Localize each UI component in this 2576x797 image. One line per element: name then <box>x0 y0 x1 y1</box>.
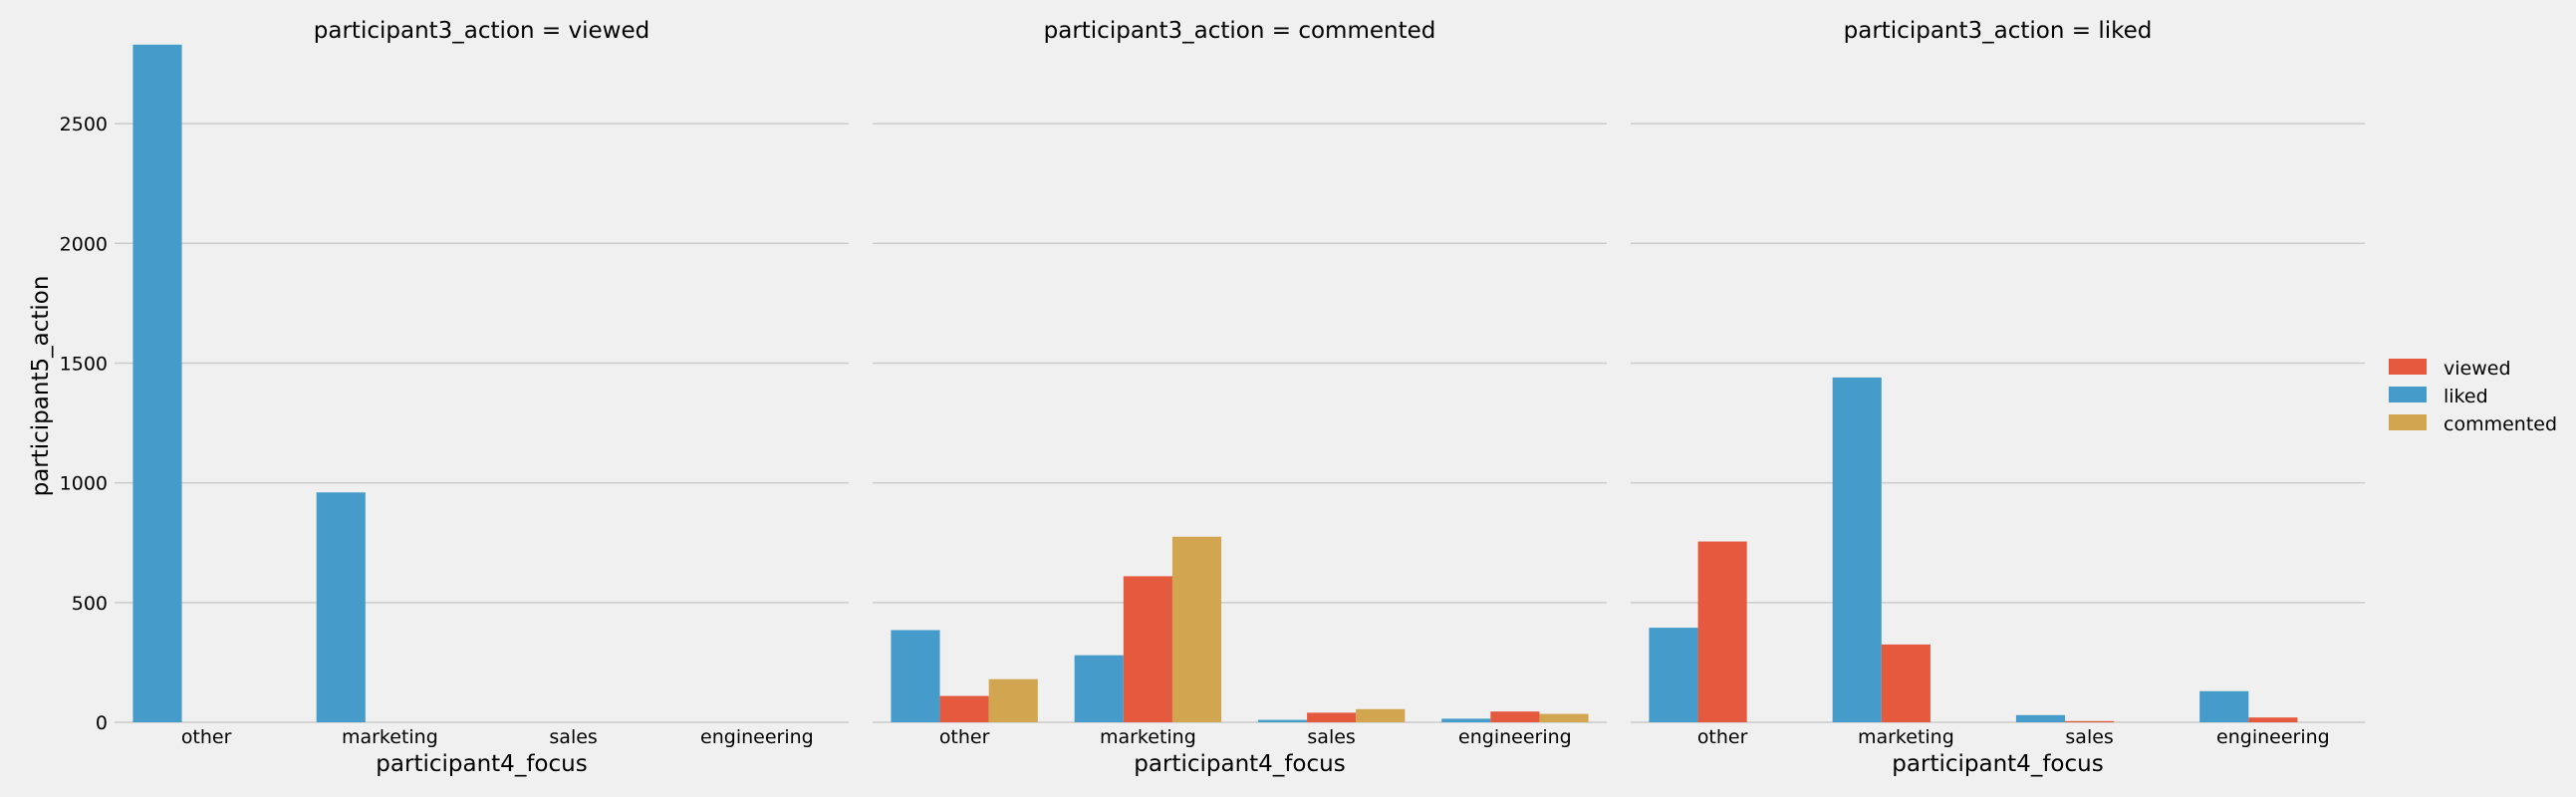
x-axis-label: participant4_focus <box>1134 751 1345 777</box>
bar-commented <box>988 678 1038 722</box>
facet-panel: 0 500 1000 1500 2000 2500 participant3_action … <box>60 18 849 777</box>
bar-viewed <box>939 695 989 722</box>
y-tick-label: 1000 <box>60 473 108 495</box>
panel-title: participant3_action = viewed <box>314 18 649 44</box>
x-tick-label: engineering <box>2216 726 2330 748</box>
bar-viewed <box>1881 644 1931 722</box>
bar-liked <box>891 630 940 722</box>
bar-liked <box>2015 714 2066 722</box>
bar-liked <box>2199 690 2249 722</box>
x-tick-label: sales <box>549 726 597 748</box>
bar-commented <box>1539 713 1589 722</box>
y-tick-label: 2500 <box>60 114 108 135</box>
bar-liked <box>132 44 182 723</box>
x-tick-label: sales <box>2065 726 2113 748</box>
x-tick-label: other <box>181 726 232 748</box>
y-tick-label: 2000 <box>60 233 108 255</box>
y-axis-label: participant5_action <box>28 276 54 497</box>
x-tick-label: engineering <box>1458 726 1572 748</box>
facet-panels: 0 500 1000 1500 2000 2500 participant3_action … <box>60 18 2365 777</box>
bar-viewed <box>1123 576 1172 722</box>
x-tick-label: engineering <box>700 726 814 748</box>
legend: viewed liked commented <box>2389 358 2557 435</box>
x-tick-label: sales <box>1307 726 1355 748</box>
x-axis-label: participant4_focus <box>1892 751 2103 777</box>
bar-viewed <box>2065 720 2115 722</box>
legend-label: viewed <box>2444 358 2511 380</box>
legend-label: commented <box>2444 413 2557 435</box>
bar-viewed <box>1697 541 1747 722</box>
panel-title: participant3_action = commented <box>1044 18 1436 44</box>
bar-viewed <box>1307 712 1357 722</box>
y-tick-label: 0 <box>96 712 108 734</box>
facet-panel: participant3_action = liked other marketin… <box>1631 18 2365 777</box>
x-tick-label: other <box>1697 726 1748 748</box>
bar-liked <box>316 492 366 722</box>
legend-label: liked <box>2444 386 2488 407</box>
legend-swatch-liked <box>2389 387 2427 402</box>
bar-viewed <box>1490 711 1540 722</box>
panel-title: participant3_action = liked <box>1844 18 2153 44</box>
y-tick-label: 1500 <box>60 353 108 375</box>
bar-commented <box>1356 708 1406 722</box>
x-axis-label: participant4_focus <box>376 751 587 777</box>
x-tick-label: other <box>939 726 990 748</box>
bar-viewed <box>2248 717 2298 722</box>
legend-swatch-commented <box>2389 414 2427 430</box>
y-tick-label: 500 <box>72 593 108 615</box>
legend-swatch-viewed <box>2389 359 2427 375</box>
bar-liked <box>1257 719 1308 722</box>
bar-liked <box>1649 628 1698 722</box>
facet-panel: participant3_action = commented other mark… <box>873 18 1607 777</box>
bar-commented <box>1171 536 1222 722</box>
bar-liked <box>1441 718 1491 722</box>
x-tick-label: marketing <box>342 726 438 748</box>
bar-liked <box>1074 655 1124 722</box>
bar-liked <box>1832 377 1882 722</box>
x-tick-label: marketing <box>1100 726 1196 748</box>
x-tick-label: marketing <box>1858 726 1954 748</box>
